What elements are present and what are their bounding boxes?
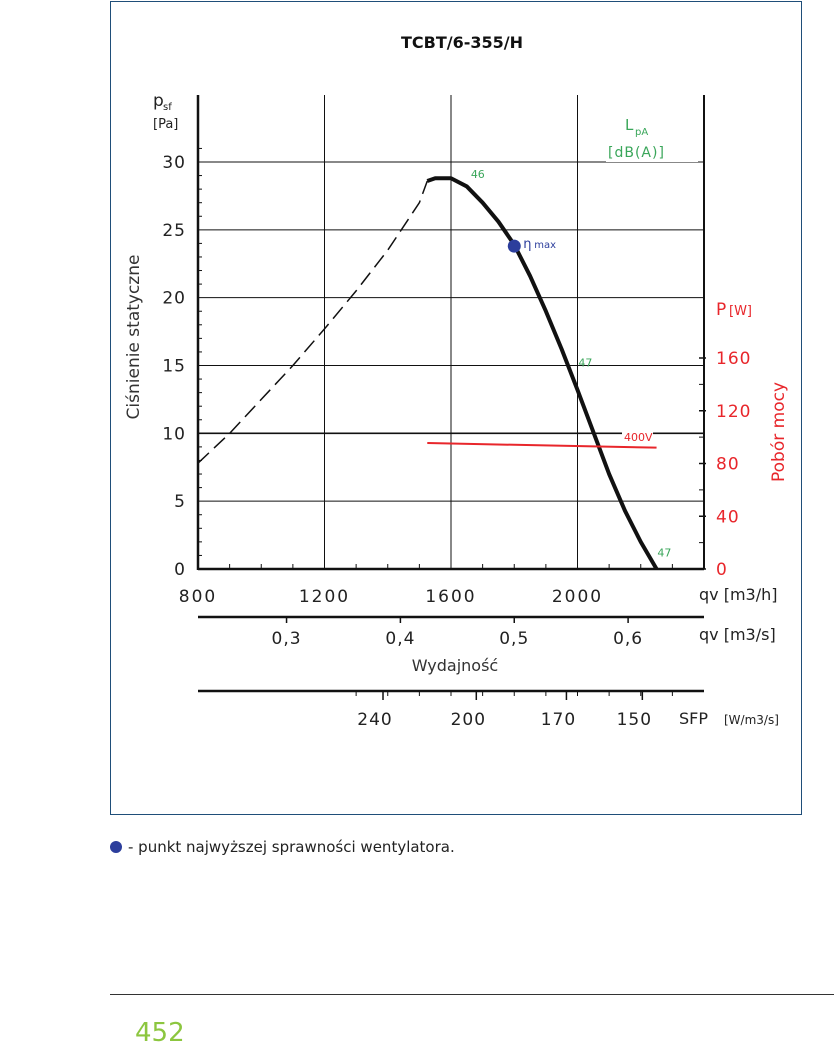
noise-value-label: 47 [578, 357, 592, 370]
eta-max-symbol: η [523, 237, 531, 252]
page-number: 452 [135, 1018, 185, 1048]
noise-label-sub: pA [635, 127, 648, 138]
x2-tick-label: 0,5 [499, 629, 529, 649]
x-axis-label: qv [m3/h] [699, 585, 778, 604]
y-symbol-sub: sf [163, 102, 172, 113]
noise-label-unit: [dB(A)] [608, 145, 665, 161]
chart-title: TCBT/6-355/H [401, 33, 523, 52]
y-tick-label: 30 [162, 153, 186, 173]
y-tick-label: 0 [174, 560, 186, 580]
y2-axis-label: Pobór mocy [769, 382, 789, 482]
y2-tick-label: 160 [716, 349, 751, 369]
y-unit: [Pa] [153, 117, 178, 132]
sfp-axis-unit: [W/m3/s] [724, 713, 779, 727]
x-tick-label: 1200 [299, 587, 350, 607]
noise-value-label: 46 [471, 168, 485, 181]
sfp-tick-label: 170 [541, 710, 576, 730]
x-axis-caption: Wydajność [412, 656, 498, 675]
legend-note: - punkt najwyższej sprawności wentylator… [110, 838, 455, 856]
y-tick-label: 5 [174, 492, 186, 512]
x2-tick-label: 0,6 [613, 629, 643, 649]
y-tick-label: 20 [162, 289, 186, 309]
y-tick-label: 25 [162, 221, 186, 241]
x2-axis-label: qv [m3/s] [699, 625, 776, 644]
x-tick-label: 2000 [552, 587, 603, 607]
y2-unit: [W] [729, 304, 752, 319]
power-label-bg [622, 430, 653, 443]
y-tick-label: 15 [162, 357, 186, 377]
eta-max-label-bg [522, 236, 565, 253]
y2-tick-label: 40 [716, 507, 740, 527]
sfp-axis-label: SFP [679, 709, 708, 728]
sfp-tick-label: 150 [617, 710, 652, 730]
noise-value-label: 47 [657, 547, 671, 560]
noise-label-symbol: L [625, 116, 634, 134]
y2-tick-label: 80 [716, 455, 740, 475]
y-tick-label: 10 [162, 424, 186, 444]
chart-svg: TCBT/6-355/H 0 5 10 15 20 25 30 p sf [Pa] Ciśnienie… [124, 33, 789, 730]
y2-tick-label: 0 [716, 560, 728, 580]
power-series-label: 400V [624, 431, 653, 444]
eta-max-point [507, 239, 521, 253]
x-tick-label: 800 [179, 587, 217, 607]
sfp-tick-label: 200 [451, 710, 486, 730]
chart-frame: TCBT/6-355/H 0 5 10 15 20 25 30 p sf [Pa] Ciśnienie… [110, 1, 802, 815]
sfp-tick-label: 240 [357, 710, 392, 730]
y2-symbol: P [716, 300, 726, 320]
legend-text: - punkt najwyższej sprawności wentylator… [128, 838, 455, 856]
series-power-line [427, 442, 657, 449]
footer-rule [110, 994, 834, 995]
y-symbol: p [153, 91, 164, 111]
y-axis-label: Ciśnienie statyczne [124, 255, 144, 420]
eta-max-sub: max [534, 240, 556, 251]
noise-label-bg [606, 114, 698, 162]
x2-tick-label: 0,4 [385, 629, 415, 649]
x-tick-label: 1600 [425, 587, 476, 607]
eta-max-marker-icon [110, 841, 122, 853]
x2-tick-label: 0,3 [272, 629, 302, 649]
series-unstable-line [197, 180, 428, 464]
y2-tick-label: 120 [716, 402, 751, 422]
series-pressure-line [426, 176, 659, 571]
